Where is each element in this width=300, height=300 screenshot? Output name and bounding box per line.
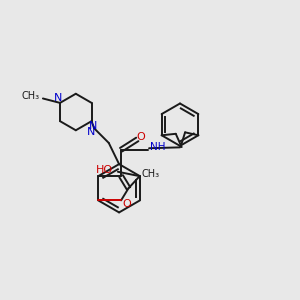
Text: N: N <box>54 94 63 103</box>
Text: O: O <box>122 199 131 209</box>
Text: N: N <box>89 121 97 130</box>
Text: N: N <box>87 127 95 137</box>
Text: CH₃: CH₃ <box>21 91 39 101</box>
Text: O: O <box>136 132 145 142</box>
Text: NH: NH <box>150 142 166 152</box>
Text: CH₃: CH₃ <box>142 169 160 178</box>
Text: HO: HO <box>96 165 113 175</box>
